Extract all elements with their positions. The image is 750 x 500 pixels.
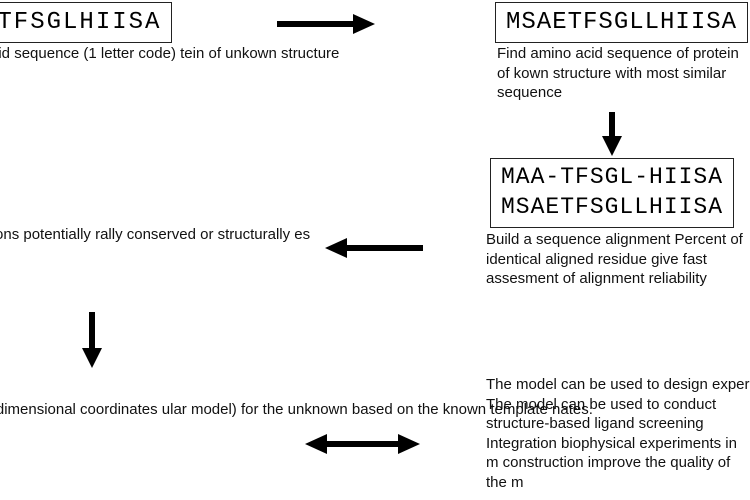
arrow-template-to-alignment — [600, 110, 624, 156]
query-sequence-box: ATFSGLHIISA — [0, 2, 172, 43]
alignment-box: MAA-TFSGL-HIISA MSAETFSGLLHIISA — [490, 158, 734, 228]
regions-description: regions potentially rally conserved or s… — [0, 225, 310, 245]
arrow-alignment-to-regions — [325, 236, 425, 260]
arrow-regions-to-model — [80, 310, 104, 368]
uses-description: The model can be used to design exper Th… — [486, 375, 750, 492]
arrow-model-uses-double — [305, 432, 420, 456]
template-description: Find amino acid sequence of protein of k… — [497, 44, 750, 103]
arrow-query-to-template — [275, 12, 375, 36]
alignment-description: Build a sequence alignment Percent of id… — [486, 230, 750, 289]
template-sequence-box: MSAETFSGLLHIISA — [495, 2, 748, 43]
query-description: o acid sequence (1 letter code) tein of … — [0, 44, 339, 64]
